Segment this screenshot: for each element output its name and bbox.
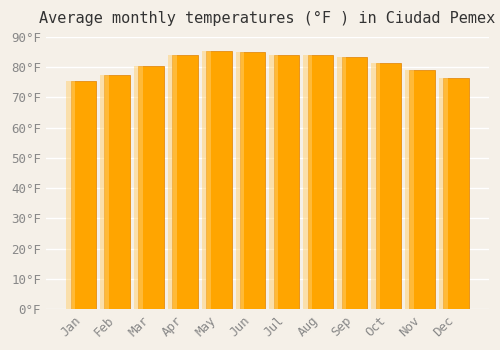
Bar [104, 75, 130, 309]
Bar [304, 55, 312, 309]
Bar [206, 51, 232, 309]
Bar [405, 70, 414, 309]
Bar [100, 75, 109, 309]
Bar [371, 63, 380, 309]
Bar [168, 55, 176, 309]
Bar [172, 55, 198, 309]
Bar [138, 66, 164, 309]
Bar [444, 78, 469, 309]
Bar [134, 66, 143, 309]
Bar [342, 57, 367, 309]
Bar [274, 55, 299, 309]
Bar [410, 70, 435, 309]
Bar [70, 81, 96, 309]
Title: Average monthly temperatures (°F ) in Ciudad Pemex: Average monthly temperatures (°F ) in Ci… [40, 11, 496, 26]
Bar [337, 57, 346, 309]
Bar [308, 55, 333, 309]
Bar [439, 78, 448, 309]
Bar [270, 55, 278, 309]
Bar [66, 81, 75, 309]
Bar [202, 51, 210, 309]
Bar [376, 63, 401, 309]
Bar [236, 52, 244, 309]
Bar [240, 52, 266, 309]
